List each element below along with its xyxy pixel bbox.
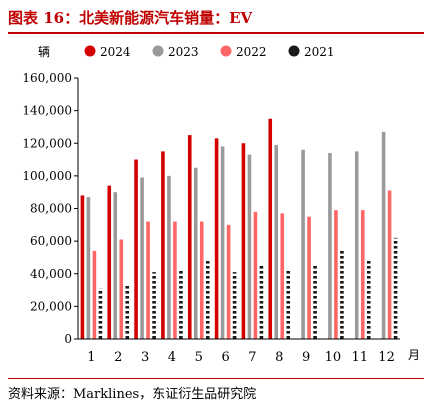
legend-marker-2021 — [288, 45, 300, 57]
bar-2023-month-1 — [86, 197, 91, 339]
y-tick-label: 0 — [64, 332, 72, 346]
bar-2023-month-8 — [274, 144, 279, 339]
bar-2023-month-3 — [140, 177, 144, 339]
bar-2021-month-10 — [340, 250, 344, 339]
y-tick-label: 60,000 — [30, 234, 72, 248]
y-tick-label: 80,000 — [30, 202, 72, 216]
legend-label-2021: 2021 — [304, 45, 335, 59]
bar-2021-month-8 — [286, 268, 291, 339]
legend-label-2024: 2024 — [100, 45, 131, 59]
bar-2021-month-7 — [259, 265, 264, 339]
bar-2022-month-4 — [173, 221, 177, 339]
x-axis-unit-label: 月 — [408, 348, 420, 362]
bar-2022-month-12 — [387, 190, 392, 339]
bar-2021-month-11 — [366, 259, 371, 339]
bar-2022-month-10 — [334, 210, 338, 339]
legend-label-2022: 2022 — [236, 45, 267, 59]
bar-2024-month-6 — [214, 138, 219, 339]
x-tick-label: 11 — [351, 350, 368, 365]
bar-2022-month-5 — [199, 221, 204, 339]
bar-2024-month-1 — [80, 195, 85, 339]
x-tick-label: 4 — [168, 350, 176, 365]
bar-2023-month-6 — [220, 146, 225, 339]
bar-2024-month-8 — [268, 118, 273, 339]
y-tick-label: 100,000 — [22, 169, 72, 183]
bar-2024-month-7 — [241, 143, 246, 339]
bar-2022-month-7 — [253, 211, 258, 339]
bar-2022-month-8 — [280, 213, 285, 339]
bar-2021-month-9 — [313, 265, 317, 339]
y-tick-label: 140,000 — [22, 104, 72, 118]
bar-2022-month-6 — [226, 224, 231, 339]
x-tick-label: 8 — [275, 350, 283, 365]
bar-2021-month-12 — [393, 237, 398, 339]
y-tick-label: 160,000 — [22, 71, 72, 85]
bar-2021-month-6 — [232, 272, 237, 339]
bar-2021-month-4 — [179, 270, 183, 339]
bar-chart: 辆 2024 2023 2022 2021 0 20,000 40,000 60,000 80,… — [22, 45, 420, 365]
y-tick-label: 120,000 — [22, 136, 72, 150]
bar-2023-month-7 — [247, 154, 252, 339]
legend-label-2023: 2023 — [168, 45, 199, 59]
bar-2023-month-12 — [381, 131, 386, 339]
bar-2021-month-3 — [152, 272, 156, 339]
y-tick-label: 20,000 — [30, 299, 72, 313]
x-tick-label: 10 — [325, 350, 342, 365]
bar-2024-month-4 — [161, 151, 165, 339]
bar-2023-month-11 — [354, 151, 359, 339]
bar-2024-month-2 — [107, 185, 112, 339]
bar-2021-month-5 — [205, 260, 210, 339]
x-tick-label: 7 — [248, 350, 256, 365]
legend: 辆 2024 2023 2022 2021 — [38, 45, 335, 59]
legend-marker-2024 — [84, 45, 96, 57]
y-tick-label: 40,000 — [30, 267, 72, 281]
bar-2021-month-2 — [125, 285, 130, 339]
x-tick-label: 5 — [195, 350, 203, 365]
bar-2023-month-4 — [167, 175, 171, 339]
bar-2024-month-5 — [187, 135, 192, 339]
x-tick-label: 2 — [114, 350, 122, 365]
legend-marker-2022 — [220, 45, 232, 57]
bar-2022-month-3 — [146, 221, 150, 339]
bar-2022-month-9 — [307, 216, 311, 339]
source-note: 资料来源：Marklines，东证衍生品研究院 — [8, 378, 424, 402]
bar-2023-month-5 — [193, 167, 198, 339]
x-tick-label: 9 — [302, 350, 310, 365]
y-axis-unit-label: 辆 — [38, 45, 50, 59]
chart-title: 图表 16：北美新能源汽车销量：EV — [8, 6, 424, 34]
x-tick-label: 6 — [221, 350, 229, 365]
x-axis: 1 2 3 4 5 6 7 8 9 10 11 12 月 — [78, 338, 420, 365]
bar-2022-month-11 — [360, 210, 365, 339]
bar-2023-month-2 — [113, 192, 118, 339]
bar-2022-month-2 — [119, 239, 124, 339]
x-tick-label: 1 — [87, 350, 95, 365]
bar-2023-month-10 — [328, 153, 332, 339]
x-tick-label: 3 — [141, 350, 149, 365]
y-axis: 0 20,000 40,000 60,000 80,000 100,000 120,000 1… — [22, 71, 79, 346]
bar-2024-month-3 — [134, 159, 138, 339]
bar-2023-month-9 — [301, 149, 305, 339]
bar-2021-month-1 — [98, 288, 103, 339]
bar-2022-month-1 — [92, 250, 97, 339]
bars — [80, 118, 398, 339]
legend-marker-2023 — [152, 45, 164, 57]
x-tick-label: 12 — [378, 350, 395, 365]
